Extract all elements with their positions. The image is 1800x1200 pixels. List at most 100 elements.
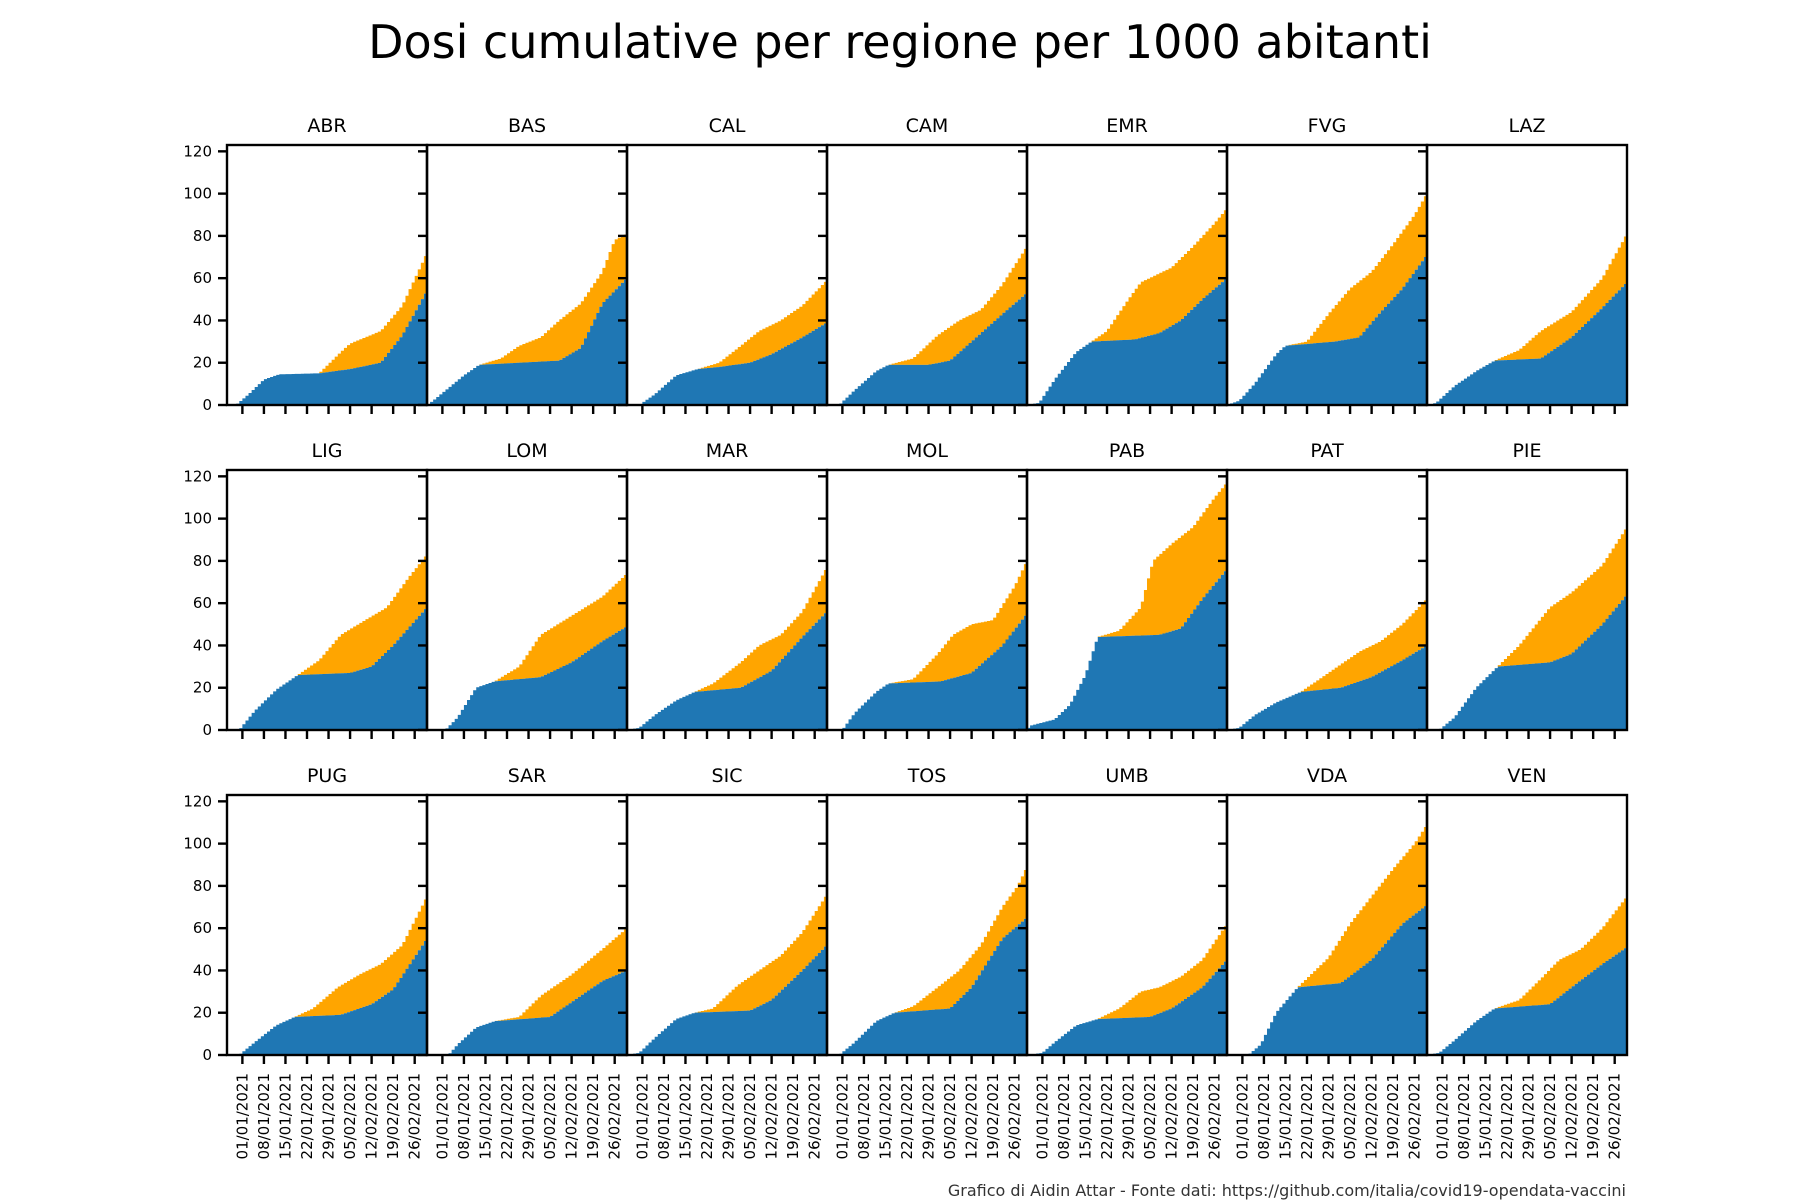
xtick-label: 22/01/2021 xyxy=(698,1073,716,1159)
laz-first-dose-area xyxy=(1427,283,1627,405)
sic-second-dose-area xyxy=(627,896,827,1055)
ytick-label: 40 xyxy=(193,636,212,654)
laz-second-dose-area xyxy=(1427,236,1627,405)
xtick-label: 29/01/2021 xyxy=(720,1073,738,1159)
ytick-label: 100 xyxy=(183,185,212,203)
lom-panel-title: LOM xyxy=(506,440,547,462)
pug-panel-title: PUG xyxy=(307,765,347,787)
laz-frame xyxy=(1425,143,1629,407)
xtick-label: 26/02/2021 xyxy=(606,1073,624,1159)
xtick-label: 22/01/2021 xyxy=(1098,1073,1116,1159)
pab-second-dose-area xyxy=(1027,484,1227,728)
xtick-label: 15/01/2021 xyxy=(877,1073,895,1159)
xtick-label: 01/01/2021 xyxy=(233,1073,251,1159)
xtick-label: 19/02/2021 xyxy=(584,1073,602,1159)
xtick-label: 05/02/2021 xyxy=(741,1073,759,1159)
ytick-label: 100 xyxy=(183,510,212,528)
xtick-label: 12/02/2021 xyxy=(1363,1073,1381,1159)
ytick-label: 120 xyxy=(183,467,212,485)
panel-lig: LIG 0 20 40 60 80 100 120 xyxy=(183,440,429,739)
xtick-label: 22/01/2021 xyxy=(498,1073,516,1159)
xtick-label: 29/01/2021 xyxy=(920,1073,938,1159)
ytick-label: 80 xyxy=(193,552,212,570)
xtick-label: 26/02/2021 xyxy=(806,1073,824,1159)
abr-second-dose-area xyxy=(227,256,427,405)
pug-second-dose-area xyxy=(227,899,427,1055)
xtick-label: 26/02/2021 xyxy=(406,1073,424,1159)
mol-second-dose-area xyxy=(827,564,1027,730)
cal-panel-title: CAL xyxy=(709,115,746,137)
pat-second-dose-area xyxy=(1227,600,1427,730)
ytick-label: 60 xyxy=(193,594,212,612)
fvg-first-dose-area xyxy=(1227,257,1427,405)
panel-grid: ABR 0 20 40 60 80 100 120 BAS CAL CAM EMR FVG LAZ LIG 0… xyxy=(183,115,1629,1159)
xtick-label: 29/01/2021 xyxy=(1120,1073,1138,1159)
xtick-label: 15/01/2021 xyxy=(477,1073,495,1159)
xtick-label: 19/02/2021 xyxy=(784,1073,802,1159)
xtick-label: 12/02/2021 xyxy=(763,1073,781,1159)
pie-second-dose-area xyxy=(1427,529,1627,730)
ven-frame xyxy=(1425,793,1629,1057)
panel-emr: EMR xyxy=(1018,115,1229,414)
xtick-label: 08/01/2021 xyxy=(855,1073,873,1159)
sar-first-dose-area xyxy=(427,971,627,1055)
xtick-label: 12/02/2021 xyxy=(1163,1073,1181,1159)
xtick-label: 26/02/2021 xyxy=(1606,1073,1624,1159)
pug-first-dose-area xyxy=(227,941,427,1055)
emr-second-dose-area xyxy=(1027,210,1227,405)
ytick-label: 80 xyxy=(193,227,212,245)
xtick-label: 08/01/2021 xyxy=(1055,1073,1073,1159)
xtick-label: 01/01/2021 xyxy=(433,1073,451,1159)
xtick-label: 05/02/2021 xyxy=(1341,1073,1359,1159)
xtick-label: 12/02/2021 xyxy=(563,1073,581,1159)
laz-panel-title: LAZ xyxy=(1508,115,1545,137)
panel-cal: CAL xyxy=(618,115,829,414)
xtick-label: 22/01/2021 xyxy=(1498,1073,1516,1159)
xtick-label: 08/01/2021 xyxy=(1255,1073,1273,1159)
xtick-label: 19/02/2021 xyxy=(1584,1073,1602,1159)
fvg-panel-title: FVG xyxy=(1308,115,1347,137)
xtick-label: 15/01/2021 xyxy=(277,1073,295,1159)
umb-first-dose-area xyxy=(1027,961,1227,1055)
lig-first-dose-area xyxy=(227,609,427,730)
xtick-label: 26/02/2021 xyxy=(1006,1073,1024,1159)
emr-first-dose-area xyxy=(1027,279,1227,405)
xtick-label: 19/02/2021 xyxy=(384,1073,402,1159)
panel-ven: VEN 01/01/2021 08/01/2021 15/01/2021 22/01/2… xyxy=(1418,765,1629,1159)
xtick-label: 29/01/2021 xyxy=(520,1073,538,1159)
vda-first-dose-area xyxy=(1227,906,1427,1055)
xtick-label: 08/01/2021 xyxy=(655,1073,673,1159)
cal-first-dose-area xyxy=(627,323,827,405)
xtick-label: 29/01/2021 xyxy=(1320,1073,1338,1159)
cam-first-dose-area xyxy=(827,294,1027,405)
panel-mol: MOL xyxy=(818,440,1029,739)
ytick-label: 100 xyxy=(183,835,212,853)
xtick-label: 01/01/2021 xyxy=(1433,1073,1451,1159)
xtick-label: 01/01/2021 xyxy=(833,1073,851,1159)
xtick-label: 22/01/2021 xyxy=(298,1073,316,1159)
chart-credit: Grafico di Aidin Attar - Fonte dati: htt… xyxy=(948,1181,1626,1200)
xtick-label: 26/02/2021 xyxy=(1206,1073,1224,1159)
xtick-label: 12/02/2021 xyxy=(1563,1073,1581,1159)
ytick-label: 0 xyxy=(202,721,212,739)
emr-panel-title: EMR xyxy=(1106,115,1148,137)
pie-panel-title: PIE xyxy=(1512,440,1541,462)
panel-pab: PAB xyxy=(1018,440,1229,739)
panel-mar: MAR xyxy=(618,440,829,739)
xtick-label: 29/01/2021 xyxy=(1520,1073,1538,1159)
cal-second-dose-area xyxy=(627,281,827,405)
ytick-label: 20 xyxy=(193,1004,212,1022)
lig-panel-title: LIG xyxy=(312,440,343,462)
mol-panel-title: MOL xyxy=(906,440,948,462)
pat-first-dose-area xyxy=(1227,646,1427,730)
sar-panel-title: SAR xyxy=(508,765,547,787)
mar-second-dose-area xyxy=(627,570,827,730)
pab-first-dose-area xyxy=(1027,571,1227,730)
umb-panel-title: UMB xyxy=(1105,765,1148,787)
lig-second-dose-area xyxy=(227,556,427,730)
panel-laz: LAZ xyxy=(1418,115,1629,414)
ytick-label: 60 xyxy=(193,269,212,287)
panel-cam: CAM xyxy=(818,115,1029,414)
bas-panel-title: BAS xyxy=(508,115,546,137)
panel-abr: ABR 0 20 40 60 80 100 120 xyxy=(183,115,429,414)
